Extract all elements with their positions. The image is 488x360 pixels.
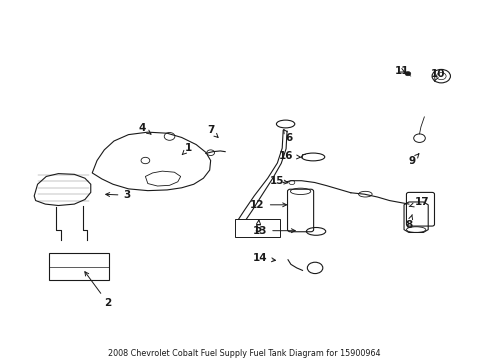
Text: 15: 15: [269, 176, 287, 186]
Text: 1: 1: [182, 143, 192, 154]
Text: 5: 5: [254, 220, 261, 234]
Text: 2: 2: [84, 272, 112, 309]
Text: 13: 13: [252, 226, 295, 236]
Text: 9: 9: [408, 154, 418, 166]
Text: 12: 12: [250, 200, 286, 210]
Text: 2008 Chevrolet Cobalt Fuel Supply Fuel Tank Diagram for 15900964: 2008 Chevrolet Cobalt Fuel Supply Fuel T…: [108, 349, 380, 358]
Text: 8: 8: [405, 215, 412, 230]
Text: 14: 14: [252, 253, 275, 263]
Text: 4: 4: [138, 122, 151, 134]
Text: 6: 6: [283, 130, 292, 143]
Text: 7: 7: [206, 125, 218, 138]
Circle shape: [404, 72, 410, 76]
Text: 17: 17: [408, 197, 428, 207]
Text: 16: 16: [279, 151, 300, 161]
Text: 10: 10: [430, 69, 444, 81]
Text: 3: 3: [105, 190, 130, 200]
Text: 11: 11: [394, 66, 408, 76]
